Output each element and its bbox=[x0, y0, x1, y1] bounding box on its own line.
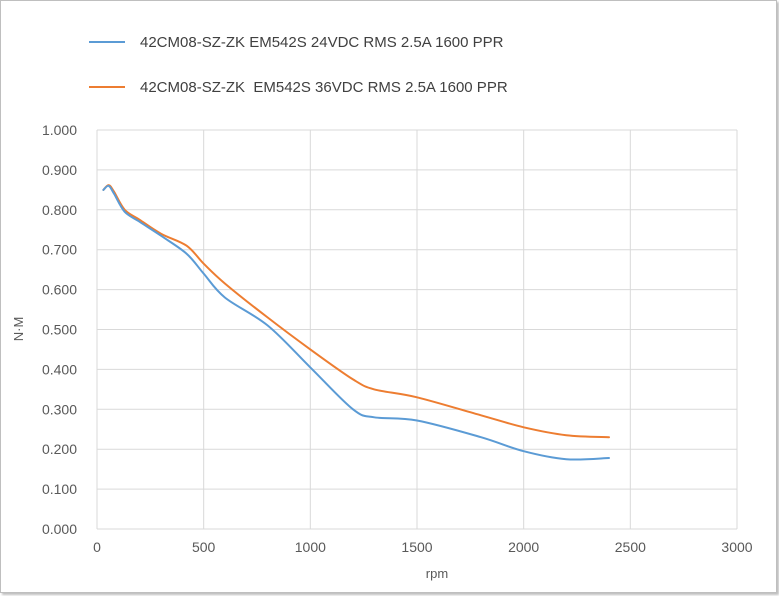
x-tick-label: 0 bbox=[93, 539, 101, 555]
grid-lines bbox=[96, 129, 738, 530]
y-tick-label: 0.800 bbox=[42, 202, 77, 218]
x-tick-label: 1500 bbox=[401, 539, 432, 555]
legend-label-1: 42CM08-SZ-ZK EM542S 24VDC RMS 2.5A 1600 … bbox=[140, 34, 504, 51]
y-tick-label: 0.300 bbox=[42, 401, 77, 417]
x-tick-label: 500 bbox=[192, 539, 216, 555]
x-tick-label: 3000 bbox=[721, 539, 752, 555]
y-tick-label: 0.000 bbox=[42, 521, 77, 537]
series-line-2 bbox=[102, 184, 610, 439]
x-tick-label: 1000 bbox=[295, 539, 326, 555]
y-tick-label: 1.000 bbox=[42, 122, 77, 138]
legend: 42CM08-SZ-ZK EM542S 24VDC RMS 2.5A 1600 … bbox=[89, 34, 508, 96]
legend-label-2: 42CM08-SZ-ZK EM542S 36VDC RMS 2.5A 1600 … bbox=[140, 79, 508, 96]
tick-labels: 0.000 0.100 0.200 0.300 0.400 0.500 0.600 0.700… bbox=[42, 122, 753, 555]
x-axis-label: rpm bbox=[426, 566, 448, 581]
y-axis-label: N·M bbox=[11, 317, 26, 342]
y-tick-label: 0.200 bbox=[42, 441, 77, 457]
y-tick-label: 0.900 bbox=[42, 162, 77, 178]
y-tick-label: 0.600 bbox=[42, 282, 77, 298]
series-layer bbox=[102, 184, 610, 461]
y-tick-label: 0.500 bbox=[42, 322, 77, 338]
y-tick-label: 0.700 bbox=[42, 242, 77, 258]
y-tick-label: 0.400 bbox=[42, 361, 77, 377]
x-tick-label: 2500 bbox=[615, 539, 646, 555]
series-line-1 bbox=[102, 184, 610, 461]
x-tick-label: 2000 bbox=[508, 539, 539, 555]
y-tick-label: 0.100 bbox=[42, 481, 77, 497]
